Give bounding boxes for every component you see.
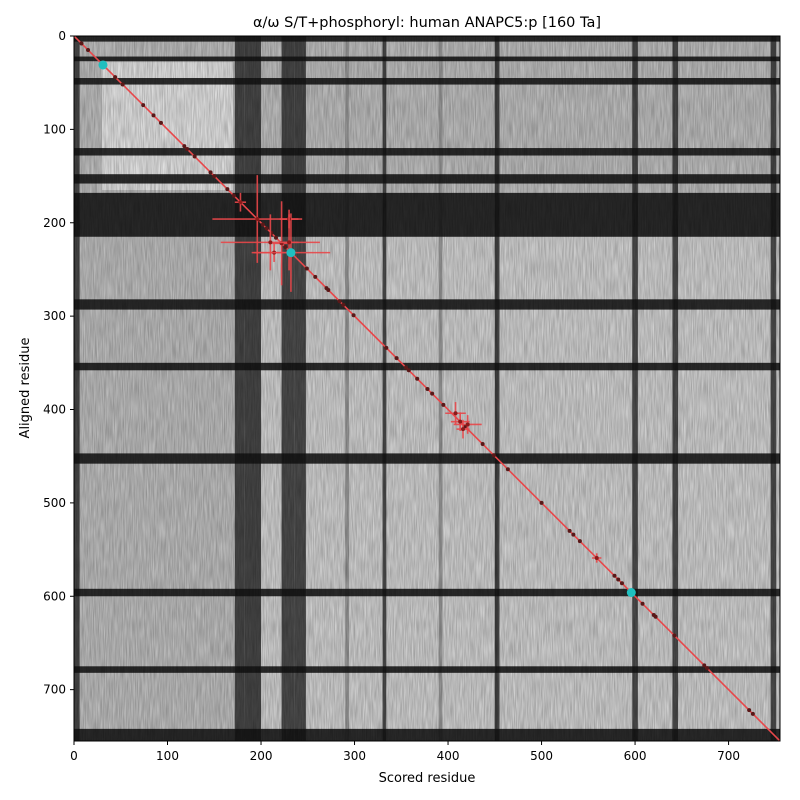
data-point bbox=[384, 345, 389, 350]
errorbar-point bbox=[445, 402, 466, 425]
x-tick-label: 200 bbox=[250, 749, 273, 763]
data-point bbox=[612, 573, 617, 578]
data-point bbox=[653, 614, 658, 619]
y-axis: 0 100 200 300 400 500 600 700 bbox=[43, 29, 74, 697]
errorbar-point bbox=[453, 415, 482, 434]
data-point bbox=[264, 226, 269, 231]
y-tick-label: 200 bbox=[43, 216, 66, 230]
y-tick-label: 400 bbox=[43, 403, 66, 417]
data-point bbox=[462, 424, 467, 429]
y-tick-label: 700 bbox=[43, 683, 66, 697]
data-point bbox=[283, 245, 288, 250]
data-point bbox=[505, 467, 510, 472]
data-point bbox=[672, 633, 677, 638]
data-point bbox=[750, 711, 755, 716]
y-tick-label: 100 bbox=[43, 122, 66, 136]
errorbar-point bbox=[279, 214, 299, 271]
errorbar-point bbox=[592, 553, 602, 563]
data-point bbox=[260, 222, 265, 227]
data-point bbox=[86, 48, 91, 53]
errorbar-point bbox=[234, 192, 247, 212]
data-point bbox=[212, 174, 217, 179]
highlight-point bbox=[626, 588, 636, 598]
data-point bbox=[415, 376, 420, 381]
data-point bbox=[480, 442, 485, 447]
data-point bbox=[577, 539, 582, 544]
data-point bbox=[403, 365, 408, 370]
y-tick-label: 600 bbox=[43, 589, 66, 603]
data-point bbox=[326, 287, 331, 292]
x-tick-label: 600 bbox=[624, 749, 647, 763]
data-point bbox=[394, 356, 399, 361]
data-point bbox=[491, 453, 496, 458]
x-tick-label: 300 bbox=[343, 749, 366, 763]
errorbar-point bbox=[450, 412, 470, 431]
data-point bbox=[192, 154, 197, 159]
data-point bbox=[208, 170, 213, 175]
data-point bbox=[702, 663, 707, 668]
data-point bbox=[113, 75, 118, 80]
data-point bbox=[313, 274, 318, 279]
highlight-point bbox=[98, 60, 108, 70]
y-axis-label: Aligned residue bbox=[18, 338, 33, 439]
data-point bbox=[182, 144, 187, 149]
x-tick-label: 700 bbox=[717, 749, 740, 763]
data-point bbox=[273, 235, 278, 240]
x-tick-label: 500 bbox=[530, 749, 553, 763]
data-point bbox=[120, 82, 125, 87]
data-point bbox=[225, 187, 230, 192]
data-point bbox=[430, 391, 435, 396]
x-tick-label: 0 bbox=[70, 749, 78, 763]
y-tick-label: 500 bbox=[43, 496, 66, 510]
data-point bbox=[151, 113, 156, 118]
errorbar-point bbox=[220, 214, 320, 271]
data-point bbox=[640, 601, 645, 606]
data-point bbox=[747, 708, 752, 713]
data-point bbox=[341, 302, 346, 307]
data-point bbox=[571, 532, 576, 537]
y-tick-label: 300 bbox=[43, 309, 66, 323]
data-point bbox=[79, 41, 84, 46]
chart-title: α/ω S/T+phosphoryl: human ANAPC5:p [160 … bbox=[253, 15, 601, 31]
data-point bbox=[406, 368, 411, 373]
heatmap-image bbox=[74, 36, 780, 741]
data-point bbox=[304, 266, 309, 271]
x-tick-label: 100 bbox=[156, 749, 179, 763]
x-axis: 0 100 200 300 400 500 600 700 bbox=[70, 741, 740, 763]
data-point bbox=[619, 581, 624, 586]
data-point bbox=[539, 500, 544, 505]
data-point bbox=[231, 193, 236, 198]
data-point bbox=[185, 146, 190, 151]
y-tick-label: 0 bbox=[58, 29, 66, 43]
data-point bbox=[705, 666, 710, 671]
data-point bbox=[351, 313, 356, 318]
x-tick-label: 400 bbox=[437, 749, 460, 763]
data-point bbox=[441, 402, 446, 407]
data-point bbox=[616, 577, 621, 582]
data-point bbox=[567, 528, 572, 533]
data-point bbox=[141, 103, 146, 108]
data-point bbox=[158, 120, 163, 125]
x-axis-label: Scored residue bbox=[379, 771, 476, 786]
highlight-point bbox=[286, 248, 296, 258]
data-point bbox=[425, 386, 430, 391]
plot-frame bbox=[73, 35, 781, 742]
data-point bbox=[337, 299, 342, 304]
